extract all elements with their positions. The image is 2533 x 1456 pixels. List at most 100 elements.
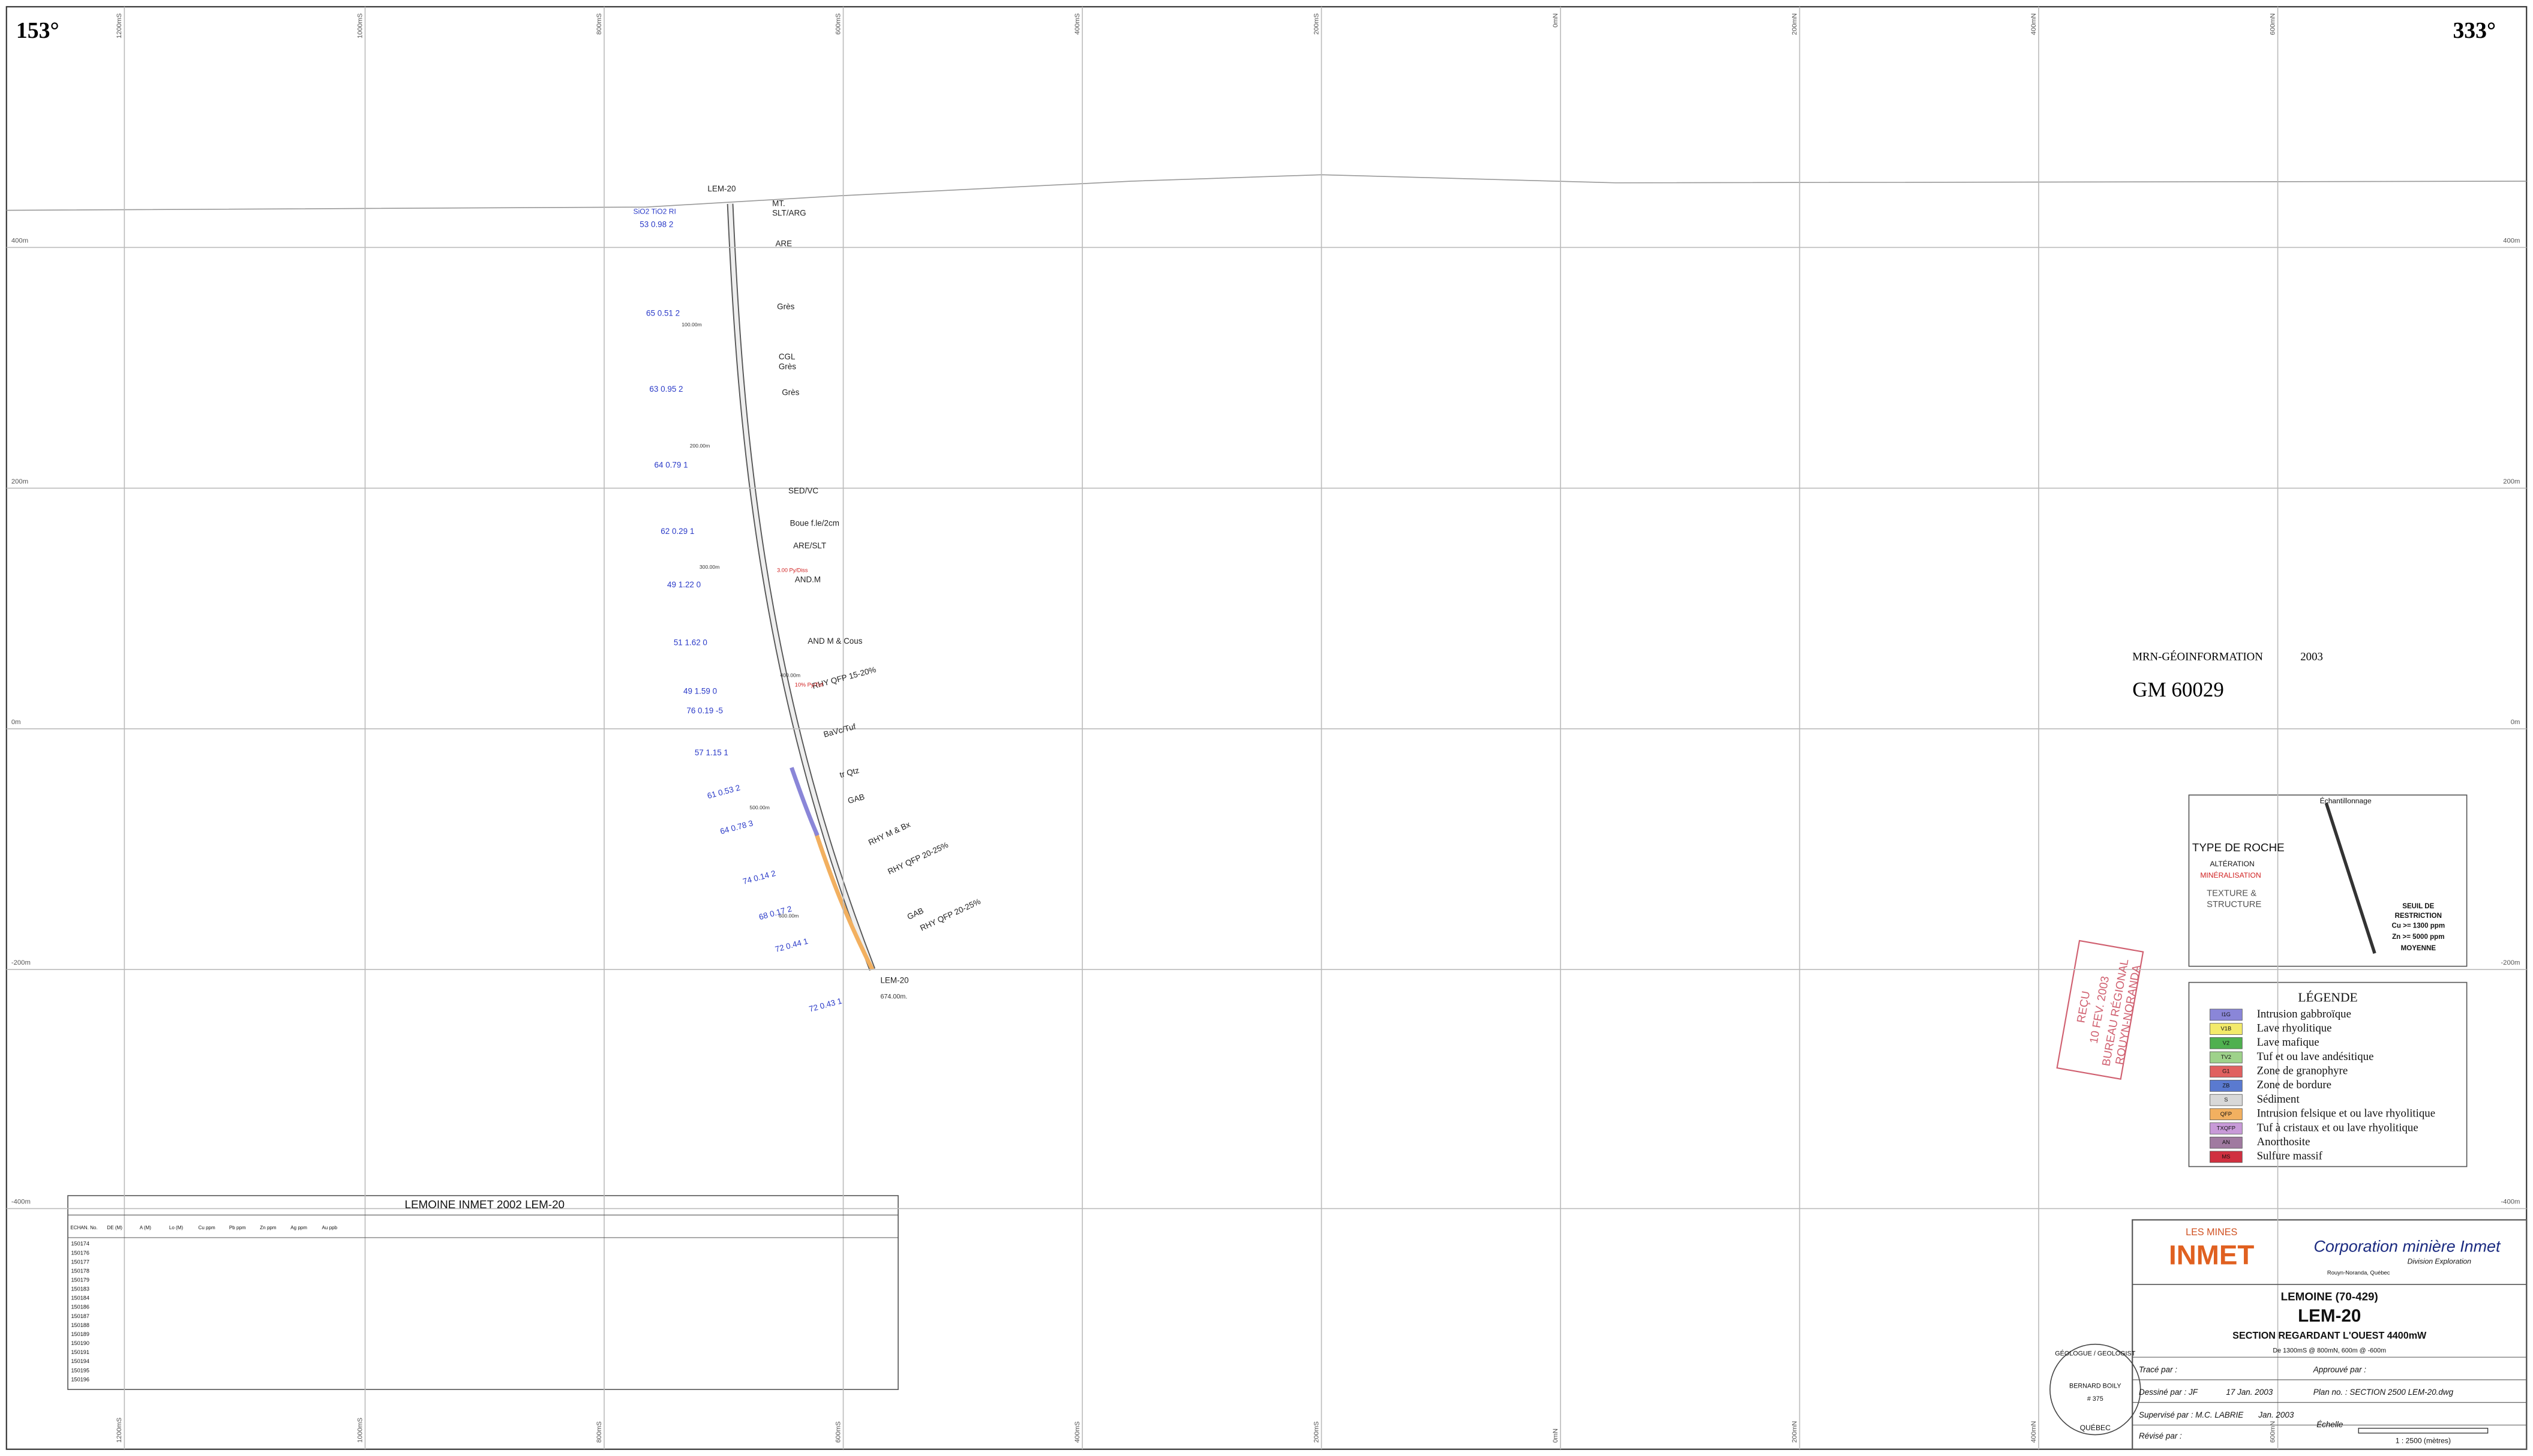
mrn-year: 2003: [2300, 651, 2323, 664]
table-header: DE (M): [107, 1225, 122, 1230]
table-header: A (M): [140, 1225, 152, 1230]
assay: 76 0.19 -5: [686, 706, 723, 715]
tb-field: 17 Jan. 2003: [2226, 1388, 2273, 1397]
legend-swatch: [2210, 1023, 2243, 1035]
seal-text: GÉOLOGUE / GEOLOGIST: [2055, 1350, 2135, 1358]
lithology: Grès: [779, 362, 796, 371]
frame: [5, 6, 2528, 1450]
assay: 65 0.51 2: [646, 308, 680, 317]
table-sample: 150191: [71, 1349, 89, 1355]
company: INMET: [2169, 1239, 2254, 1270]
table-sample: 150188: [71, 1322, 89, 1328]
section: SECTION REGARDANT L'OUEST 4400mW: [2232, 1331, 2427, 1341]
x-label-bottom: 600mN: [2269, 1421, 2276, 1443]
mrn-name: MRN-GÉOINFORMATION: [2132, 650, 2263, 664]
x-label-top: 800mS: [596, 13, 603, 35]
x-label-bottom: 0mN: [1552, 1428, 1559, 1443]
assay: 49 1.59 0: [683, 686, 717, 695]
lithology: AND.M: [795, 575, 821, 584]
legend-label: Lave rhyolitique: [2257, 1022, 2332, 1034]
scale: 1 : 2500 (mètres): [2396, 1436, 2451, 1445]
assay: 49 1.22 0: [667, 580, 701, 589]
legend-code: MS: [2222, 1153, 2230, 1160]
x-label-top: 0mN: [1552, 13, 1559, 28]
tb-field: Supervisé par : M.C. LABRIE: [2139, 1410, 2244, 1419]
depth-mark: 100.00m: [682, 322, 702, 328]
city: Rouyn-Noranda, Québec: [2327, 1269, 2390, 1276]
assay: 63 0.95 2: [649, 385, 683, 394]
table-sample: 150186: [71, 1304, 89, 1310]
y-label-left: -200m: [11, 959, 31, 966]
y-label-left: -400m: [11, 1199, 31, 1206]
depth-mark: 600.00m: [779, 912, 799, 918]
x-label-top: 1200mS: [116, 13, 123, 39]
table-header: Zn ppm: [260, 1225, 277, 1230]
lithology: ARE/SLT: [793, 541, 826, 550]
lithology: CGL: [779, 352, 796, 361]
legend-swatch: [2210, 1151, 2243, 1163]
legend-swatch: [2210, 1065, 2243, 1078]
project: LEMOINE (70-429): [2281, 1290, 2378, 1303]
stamp: [2056, 939, 2144, 1080]
table-sample: 150179: [71, 1277, 89, 1283]
y-label-left: 0m: [11, 719, 21, 726]
legend-code: AN: [2222, 1139, 2230, 1145]
legend-label: Lave mafique: [2257, 1036, 2319, 1049]
x-label-top: 400mN: [2030, 13, 2037, 35]
assay-header: SiO2 TiO2 RI: [634, 207, 676, 215]
y-label-right: -200m: [2501, 959, 2520, 966]
assay: 64 0.79 1: [655, 461, 688, 470]
y-label-right: -400m: [2501, 1199, 2520, 1206]
legend-swatch: [2210, 1080, 2243, 1092]
key-text: MINÉRALISATION: [2200, 870, 2261, 879]
title-block: [2132, 1219, 2528, 1450]
table-sample: 150184: [71, 1295, 89, 1301]
x-label-top: 200mS: [1313, 13, 1320, 35]
topography: [6, 174, 2527, 211]
x-label-top: 600mS: [835, 13, 842, 35]
corner-left: 153°: [16, 18, 59, 43]
x-label-top: 400mS: [1074, 13, 1081, 35]
drill-hole-core: [728, 203, 875, 971]
seal-text: QUÉBEC: [2080, 1423, 2111, 1432]
key-text: TEXTURE &: [2207, 888, 2256, 898]
key-text: ALTÉRATION: [2210, 859, 2254, 868]
key-text: TYPE DE ROCHE: [2192, 841, 2285, 854]
table-title: LEMOINE INMET 2002 LEM-20: [405, 1198, 565, 1211]
table-sample: 150174: [71, 1241, 89, 1247]
corp: Corporation minière Inmet: [2313, 1237, 2501, 1255]
legend-label: Tuf et ou lave andésitique: [2257, 1050, 2374, 1063]
seal-text: BERNARD BOILY: [2069, 1383, 2121, 1390]
note: 10% Py/Tuf: [795, 682, 823, 688]
y-label-right: 0m: [2511, 719, 2520, 726]
depth-mark: 500.00m: [749, 804, 770, 810]
table-header: ECHAN. No.: [70, 1225, 97, 1230]
x-label-bottom: 200mN: [1791, 1421, 1798, 1443]
legend-swatch: [2210, 1037, 2243, 1049]
tb-field: Dessiné par : JF: [2139, 1388, 2198, 1397]
depth-mark: 300.00m: [700, 564, 720, 570]
x-label-top: 1000mS: [356, 13, 364, 39]
key-text: Échantillonnage: [2320, 796, 2372, 805]
x-label-bottom: 600mS: [835, 1421, 842, 1443]
legend-swatch: [2210, 1094, 2243, 1106]
legend-code: S: [2224, 1096, 2228, 1103]
table-sample: 150189: [71, 1331, 89, 1337]
legend-label: Tuf à cristaux et ou lave rhyolitique: [2257, 1121, 2418, 1134]
table-header: Au ppb: [322, 1225, 338, 1230]
y-label-left: 200m: [11, 478, 28, 485]
legend-label: Intrusion felsique et ou lave rhyolitiqu…: [2257, 1107, 2436, 1120]
legend-swatch: [2210, 1008, 2243, 1021]
key-text: STRUCTURE: [2207, 900, 2261, 909]
stamp-frame: [2056, 939, 2144, 1080]
tb-field: Plan no. : SECTION 2500 LEM-20.dwg: [2313, 1388, 2454, 1397]
x-label-bottom: 400mN: [2030, 1421, 2037, 1443]
key-text: Zn >= 5000 ppm: [2392, 933, 2444, 941]
legend-label: Intrusion gabbroïque: [2257, 1008, 2351, 1020]
lithology: SED/VC: [788, 487, 818, 496]
tb-field: Jan. 2003: [2258, 1410, 2294, 1419]
table-sample: 150183: [71, 1286, 89, 1292]
key-text: MOYENNE: [2401, 945, 2436, 952]
tb-hole: LEM-20: [2298, 1306, 2361, 1326]
y-label-right: 200m: [2503, 478, 2520, 485]
